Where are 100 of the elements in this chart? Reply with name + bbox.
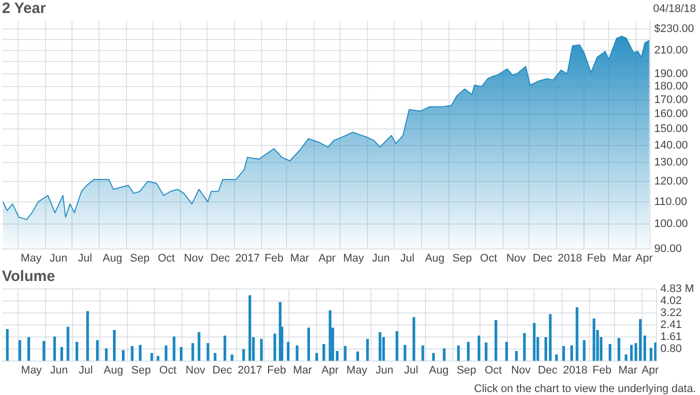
- bar: [404, 344, 406, 361]
- x-tick-label: Nov: [184, 252, 204, 264]
- x-tick-label: May: [20, 252, 42, 264]
- bar: [421, 345, 424, 361]
- y-tick-label: 1.61: [660, 330, 682, 343]
- bar: [206, 343, 210, 361]
- y-tick-label: 170.00: [654, 94, 688, 106]
- bar: [624, 354, 628, 361]
- y-tick-label: 4.02: [660, 295, 682, 308]
- bar: [466, 342, 470, 361]
- x-tick-label: Apr: [642, 364, 660, 376]
- x-tick-label: Sep: [130, 252, 150, 264]
- bar: [523, 332, 526, 361]
- bar: [138, 344, 142, 361]
- y-tick-label: 120.00: [654, 175, 688, 188]
- x-tick-label: 2017: [235, 252, 260, 264]
- bar: [505, 342, 508, 361]
- chart-title: Volume: [2, 268, 56, 286]
- bar: [248, 295, 252, 361]
- bar: [344, 346, 347, 361]
- x-tick-label: Oct: [480, 252, 498, 264]
- bar: [515, 350, 518, 361]
- bar: [582, 340, 586, 361]
- y-tick-label: 0.80: [660, 342, 682, 355]
- bar: [336, 350, 339, 361]
- x-tick-label: Oct: [484, 364, 502, 376]
- text: 04/18/18: [653, 3, 696, 15]
- bar: [104, 348, 108, 361]
- x-tick-label: Jun: [50, 364, 68, 376]
- bar: [86, 311, 89, 361]
- bar: [457, 345, 460, 361]
- x-tick-label: Jul: [404, 364, 418, 376]
- bar: [643, 336, 646, 361]
- bar: [214, 353, 216, 361]
- bar: [122, 350, 125, 361]
- x-tick-label: Sep: [131, 364, 151, 376]
- bar: [42, 340, 46, 361]
- x-tick-label: Apr: [318, 252, 336, 264]
- x-tick-label: Dec: [532, 252, 553, 264]
- bar: [494, 320, 498, 361]
- bar: [555, 354, 558, 361]
- bar: [296, 345, 298, 361]
- bar: [532, 323, 536, 361]
- x-tick-label: Aug: [424, 252, 445, 264]
- bar: [164, 345, 168, 361]
- x-tick-label: May: [343, 252, 364, 264]
- y-tick-label: 210.00: [654, 44, 688, 56]
- x-tick-label: Jun: [376, 364, 394, 376]
- bar: [412, 317, 416, 361]
- y-tick-label: $230.00: [654, 23, 694, 36]
- x-tick-label: Apr: [635, 252, 653, 264]
- bar: [66, 326, 70, 361]
- bar: [618, 338, 620, 361]
- bar: [442, 348, 446, 361]
- bar: [286, 342, 290, 361]
- y-tick-label: 100.00: [654, 218, 688, 230]
- bar: [576, 307, 578, 361]
- bar: [156, 356, 160, 361]
- y-tick-label: 160.00: [654, 108, 688, 120]
- x-tick-label: Feb: [592, 364, 612, 376]
- x-tick-label: Oct: [159, 364, 176, 376]
- bar: [18, 340, 22, 361]
- bar: [224, 336, 226, 361]
- bar: [191, 343, 194, 361]
- bar: [260, 338, 263, 361]
- x-tick-label: Nov: [186, 364, 206, 376]
- x-tick-label: May: [21, 364, 42, 376]
- bar: [27, 337, 30, 361]
- bar: [322, 344, 326, 361]
- bar: [638, 319, 642, 361]
- bar: [315, 353, 318, 361]
- x-tick-label: 2018: [563, 364, 588, 376]
- bar: [273, 334, 276, 361]
- x-tick-label: Dec: [538, 364, 558, 376]
- x-tick-label: Mar: [618, 364, 638, 376]
- bar: [378, 332, 382, 361]
- x-tick-label: Mar: [612, 252, 632, 264]
- y-tick-label: 4.83 M: [660, 283, 694, 296]
- bar: [548, 314, 552, 361]
- bar: [230, 354, 234, 361]
- chart-title: 2 Year: [2, 0, 46, 18]
- bar: [198, 332, 200, 361]
- bar: [180, 346, 183, 361]
- x-tick-label: Apr: [322, 364, 339, 376]
- x-tick-label: Aug: [429, 364, 449, 376]
- bar: [53, 336, 56, 361]
- y-tick-label: 140.00: [654, 139, 688, 152]
- bar: [630, 344, 633, 361]
- x-tick-label: Aug: [102, 252, 122, 264]
- bar: [60, 346, 64, 361]
- bar: [396, 331, 398, 361]
- x-tick-label: Feb: [264, 252, 284, 264]
- bar: [366, 338, 369, 361]
- bar: [242, 349, 245, 361]
- bar: [592, 318, 596, 361]
- bar: [570, 345, 574, 361]
- bar: [484, 342, 488, 361]
- x-tick-label: Jul: [78, 364, 93, 376]
- x-tick-label: Mar: [290, 252, 310, 264]
- bar: [96, 340, 99, 361]
